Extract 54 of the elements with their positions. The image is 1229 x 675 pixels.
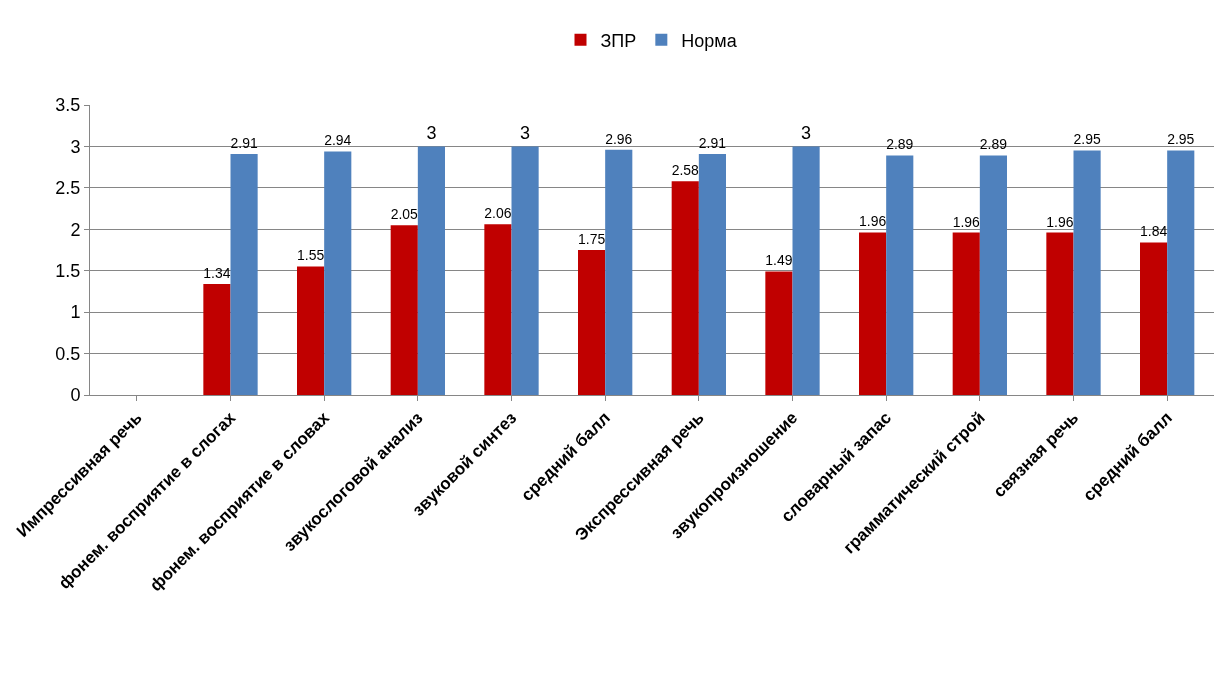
data-label: 3 <box>520 123 531 144</box>
data-label: 2.89 <box>886 136 914 153</box>
data-label: 1.96 <box>1046 213 1074 230</box>
legend-label: Норма <box>681 30 738 51</box>
data-label: 2.89 <box>979 136 1008 153</box>
bar <box>1073 150 1101 395</box>
bar <box>1046 232 1074 395</box>
y-tick-label: 1 <box>70 302 81 323</box>
bar <box>792 146 820 395</box>
data-label: 1.34 <box>203 264 231 281</box>
data-label: 2.94 <box>324 132 352 149</box>
y-tick-label: 0.5 <box>55 343 81 364</box>
data-label: 2.95 <box>1073 131 1101 148</box>
data-label: 2.91 <box>230 134 258 151</box>
data-label: 2.06 <box>484 205 512 222</box>
bar <box>952 232 980 395</box>
bar <box>390 225 418 395</box>
bar <box>297 266 325 395</box>
bar <box>417 146 445 395</box>
data-label: 3 <box>801 123 812 144</box>
data-label: 2.95 <box>1167 131 1195 148</box>
bar <box>979 155 1007 395</box>
data-label: 2.05 <box>390 206 419 223</box>
y-tick-label: 3 <box>70 136 81 157</box>
bar <box>765 271 793 395</box>
y-tick-label: 2.5 <box>55 178 81 199</box>
bar <box>230 153 258 395</box>
legend-label: ЗПР <box>600 30 637 51</box>
data-label: 3 <box>426 123 437 144</box>
data-label: 1.49 <box>765 252 793 269</box>
bar <box>671 181 699 395</box>
data-label: 1.96 <box>859 213 887 230</box>
bar <box>1140 242 1168 395</box>
y-tick-label: 2 <box>70 219 81 240</box>
data-label: 2.91 <box>698 134 727 151</box>
bar <box>324 151 352 395</box>
bar <box>1167 150 1195 395</box>
bar <box>203 283 231 395</box>
data-label: 1.96 <box>952 213 981 230</box>
data-label: 1.55 <box>297 247 325 264</box>
bar <box>578 250 606 395</box>
y-tick-label: 0 <box>70 385 81 406</box>
bar <box>698 153 726 395</box>
y-tick-label: 3.5 <box>55 95 81 116</box>
y-tick-label: 1.5 <box>55 261 81 282</box>
data-label: 2.58 <box>671 162 700 179</box>
data-label: 1.84 <box>1140 223 1168 240</box>
bar <box>886 155 914 395</box>
data-label: 2.96 <box>605 130 633 147</box>
bar <box>859 232 887 395</box>
bar <box>511 146 539 395</box>
bar <box>605 149 633 395</box>
bar <box>484 224 512 395</box>
data-label: 1.75 <box>578 230 606 247</box>
